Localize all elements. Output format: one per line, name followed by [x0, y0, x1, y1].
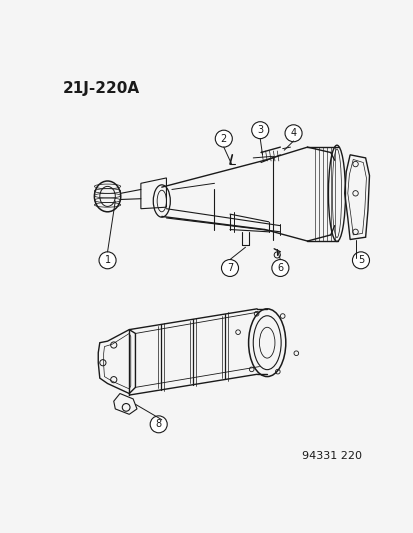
- Text: 3: 3: [256, 125, 263, 135]
- Circle shape: [99, 252, 116, 269]
- Text: 7: 7: [226, 263, 233, 273]
- Text: 5: 5: [357, 255, 363, 265]
- Text: 4: 4: [290, 128, 296, 138]
- Circle shape: [150, 416, 167, 433]
- Circle shape: [215, 130, 232, 147]
- Text: 1: 1: [104, 255, 110, 265]
- Circle shape: [251, 122, 268, 139]
- Circle shape: [271, 260, 288, 277]
- Circle shape: [284, 125, 301, 142]
- Text: 8: 8: [155, 419, 161, 429]
- Text: 2: 2: [220, 134, 226, 144]
- Text: 94331 220: 94331 220: [301, 451, 361, 461]
- Text: 21J-220A: 21J-220A: [62, 81, 140, 96]
- Circle shape: [351, 252, 369, 269]
- Circle shape: [221, 260, 238, 277]
- Text: 6: 6: [277, 263, 283, 273]
